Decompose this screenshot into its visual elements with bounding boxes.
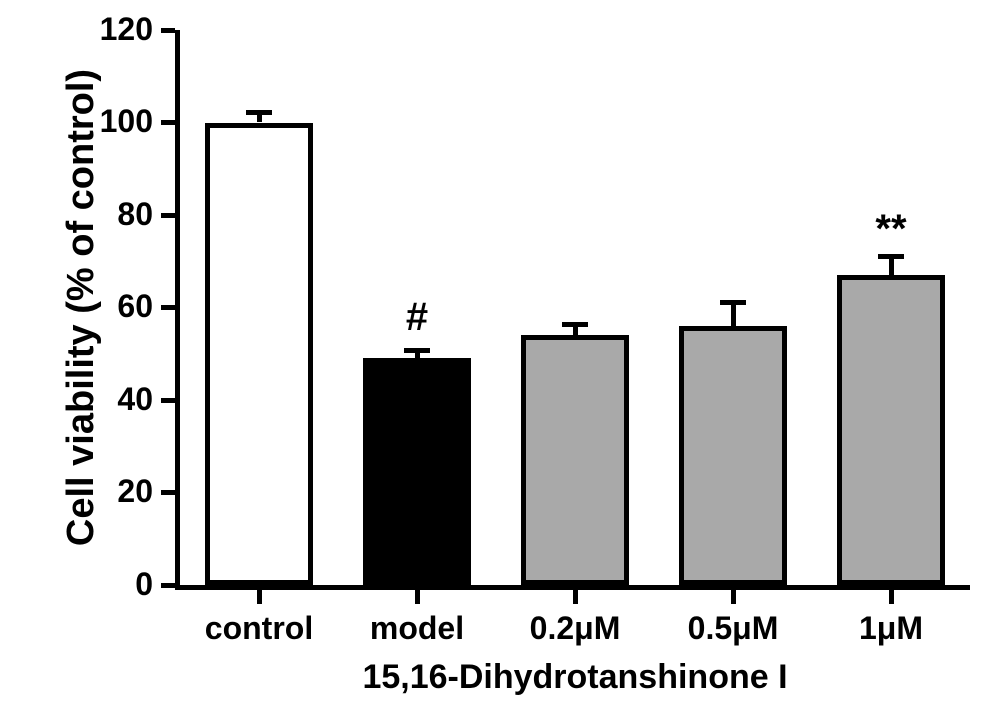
error-bar bbox=[889, 257, 894, 276]
error-bar-cap bbox=[562, 322, 588, 327]
chart-container: 020406080100120Cell viability (% of cont… bbox=[0, 0, 1000, 722]
y-tick bbox=[161, 213, 175, 218]
y-axis-line bbox=[175, 30, 180, 590]
significance-annotation: ** bbox=[851, 207, 931, 252]
y-tick bbox=[161, 583, 175, 588]
x-tick-label: model bbox=[338, 610, 496, 647]
x-tick bbox=[731, 590, 736, 604]
error-bar-cap bbox=[720, 300, 746, 305]
y-tick bbox=[161, 120, 175, 125]
y-tick bbox=[161, 28, 175, 33]
error-bar bbox=[731, 303, 736, 326]
y-tick bbox=[161, 398, 175, 403]
bar bbox=[679, 326, 786, 585]
bar bbox=[363, 358, 470, 585]
error-bar-cap bbox=[878, 254, 904, 259]
x-tick-label: 1μM bbox=[812, 610, 970, 647]
significance-annotation: # bbox=[377, 295, 457, 340]
error-bar-cap bbox=[246, 110, 272, 115]
x-tick bbox=[415, 590, 420, 604]
x-tick bbox=[257, 590, 262, 604]
x-tick bbox=[889, 590, 894, 604]
x-tick-label: control bbox=[180, 610, 338, 647]
bar bbox=[837, 275, 944, 585]
y-tick bbox=[161, 490, 175, 495]
x-axis-title: 15,16-Dihydrotanshinone I bbox=[180, 658, 970, 697]
y-axis-title: Cell viability (% of control) bbox=[60, 30, 103, 585]
x-tick bbox=[573, 590, 578, 604]
x-tick-label: 0.2μM bbox=[496, 610, 654, 647]
error-bar-cap bbox=[404, 348, 430, 353]
bar bbox=[205, 123, 312, 586]
x-tick-label: 0.5μM bbox=[654, 610, 812, 647]
bar bbox=[521, 335, 628, 585]
y-tick bbox=[161, 305, 175, 310]
